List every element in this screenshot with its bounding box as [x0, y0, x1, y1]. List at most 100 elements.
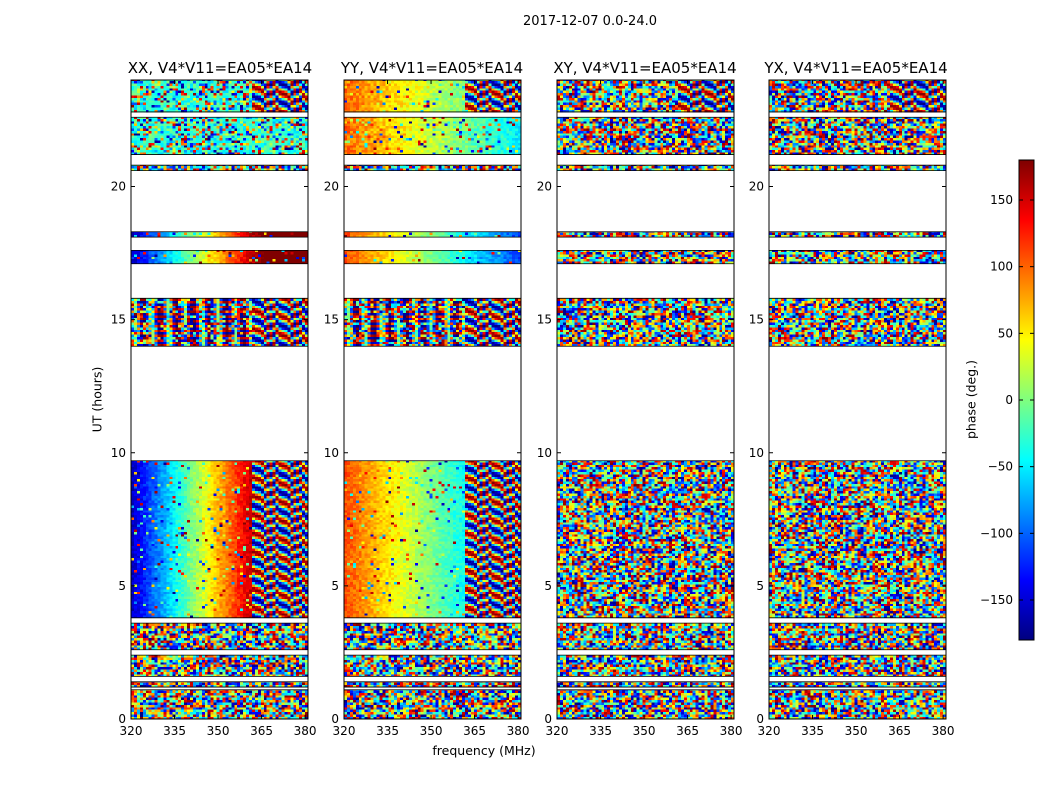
- heatmap-cell: [158, 672, 161, 675]
- heatmap-cell: [143, 606, 146, 609]
- heatmap-cell: [140, 601, 143, 604]
- heatmap-cell: [161, 638, 164, 641]
- heatmap-cell: [163, 657, 166, 660]
- heatmap-cell: [290, 606, 293, 609]
- heatmap-cell: [255, 631, 258, 634]
- heatmap-cell: [214, 700, 217, 703]
- heatmap-cell: [234, 697, 237, 700]
- heatmap-cell: [169, 601, 172, 604]
- heatmap-cell: [172, 645, 175, 648]
- heatmap-cell: [158, 695, 161, 698]
- heatmap-cell: [187, 626, 190, 629]
- heatmap-cell: [231, 638, 234, 641]
- heatmap-cell: [158, 697, 161, 700]
- heatmap-cell: [258, 635, 261, 638]
- heatmap-cell: [152, 635, 155, 638]
- heatmap-cell: [181, 613, 184, 616]
- heatmap-cell: [279, 611, 282, 614]
- heatmap-cell: [302, 700, 305, 703]
- heatmap-cell: [214, 608, 217, 611]
- heatmap-cell: [155, 682, 158, 685]
- heatmap-cell: [155, 608, 158, 611]
- heatmap-cell: [175, 660, 178, 663]
- heatmap-cell: [302, 638, 305, 641]
- heatmap-cell: [217, 709, 220, 712]
- heatmap-cell: [284, 626, 287, 629]
- heatmap-cell: [270, 709, 273, 712]
- heatmap-cell: [228, 695, 231, 698]
- heatmap-cell: [190, 682, 193, 685]
- heatmap-cell: [240, 709, 243, 712]
- heatmap-cell: [178, 603, 181, 606]
- heatmap-cell: [237, 693, 240, 696]
- heatmap-cell: [281, 682, 284, 685]
- heatmap-cell: [290, 611, 293, 614]
- heatmap-cell: [187, 682, 190, 685]
- heatmap-cell: [264, 660, 267, 663]
- heatmap-cell: [146, 626, 149, 629]
- heatmap-cell: [161, 705, 164, 708]
- heatmap-cell: [284, 702, 287, 705]
- heatmap-cell: [255, 712, 258, 715]
- heatmap-cell: [187, 633, 190, 636]
- heatmap-cell: [169, 606, 172, 609]
- heatmap-cell: [190, 635, 193, 638]
- heatmap-cell: [158, 690, 161, 693]
- heatmap-cell: [214, 626, 217, 629]
- heatmap-cell: [134, 712, 137, 715]
- heatmap-cell: [161, 645, 164, 648]
- heatmap-cell: [237, 664, 240, 667]
- heatmap-cell: [281, 702, 284, 705]
- heatmap-cell: [161, 603, 164, 606]
- data-block: [131, 655, 308, 677]
- heatmap-cell: [211, 697, 214, 700]
- heatmap-cell: [193, 613, 196, 616]
- heatmap-cell: [149, 700, 152, 703]
- heatmap-cell: [243, 660, 246, 663]
- heatmap-cell: [158, 638, 161, 641]
- heatmap-cell: [249, 700, 252, 703]
- heatmap-cell: [270, 635, 273, 638]
- heatmap-cell: [211, 712, 214, 715]
- heatmap-cell: [234, 623, 237, 626]
- heatmap-cell: [267, 669, 270, 672]
- heatmap-cell: [234, 662, 237, 665]
- heatmap-cell: [267, 700, 270, 703]
- heatmap-cell: [302, 669, 305, 672]
- heatmap-cell: [302, 608, 305, 611]
- heatmap-cell: [196, 623, 199, 626]
- heatmap-cell: [240, 638, 243, 641]
- heatmap-cell: [178, 608, 181, 611]
- heatmap-cell: [293, 626, 296, 629]
- heatmap-cell: [240, 645, 243, 648]
- heatmap-cell: [237, 660, 240, 663]
- heatmap-cell: [161, 714, 164, 717]
- heatmap-cell: [296, 628, 299, 631]
- heatmap-cell: [202, 667, 205, 670]
- heatmap-cell: [284, 695, 287, 698]
- heatmap-cell: [276, 709, 279, 712]
- heatmap-cell: [205, 628, 208, 631]
- heatmap-cell: [231, 705, 234, 708]
- heatmap-cell: [279, 712, 282, 715]
- heatmap-cell: [166, 601, 169, 604]
- heatmap-cell: [293, 611, 296, 614]
- heatmap-cell: [172, 702, 175, 705]
- heatmap-cell: [255, 635, 258, 638]
- heatmap-cell: [290, 700, 293, 703]
- heatmap-cell: [252, 603, 255, 606]
- heatmap-cell: [134, 603, 137, 606]
- heatmap-cell: [208, 623, 211, 626]
- heatmap-cell: [202, 662, 205, 665]
- heatmap-cell: [234, 702, 237, 705]
- heatmap-cell: [158, 660, 161, 663]
- heatmap-cell: [211, 626, 214, 629]
- heatmap-cell: [220, 626, 223, 629]
- heatmap-cell: [299, 640, 302, 643]
- heatmap-cell: [155, 705, 158, 708]
- heatmap-cell: [202, 603, 205, 606]
- heatmap-cell: [158, 682, 161, 685]
- heatmap-cell: [158, 623, 161, 626]
- heatmap-cell: [299, 660, 302, 663]
- heatmap-cell: [149, 606, 152, 609]
